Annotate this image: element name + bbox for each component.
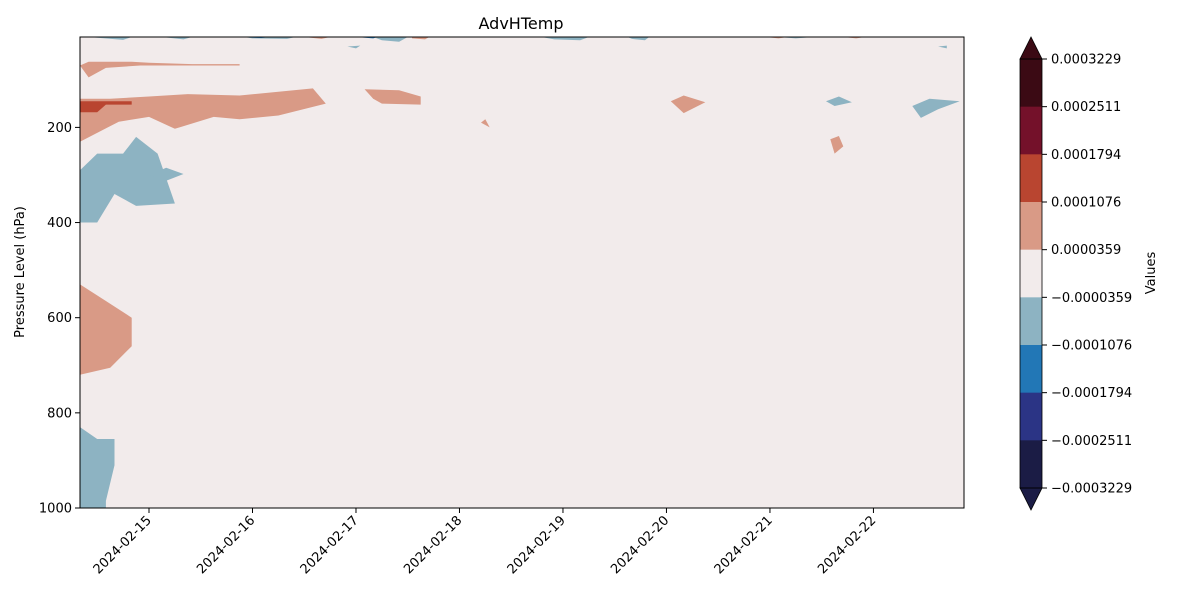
y-tick-label: 800 [47, 406, 72, 421]
x-tick-label: 2024-02-17 [298, 513, 362, 577]
region-cold-blob-02-21 [826, 96, 852, 106]
y-axis-label: Pressure Level (hPa) [13, 206, 28, 338]
region-warm-mid-left [80, 284, 132, 375]
region-cold-bottom-left [80, 427, 115, 508]
region-warm-blob-02-20 [670, 95, 706, 114]
plot-frame [79, 36, 965, 509]
x-tick-label: 2024-02-15 [91, 513, 155, 577]
region-warm-blob-02-17 [364, 89, 421, 105]
region-cold-small-02-15 [149, 167, 184, 181]
plot-area [79, 36, 965, 509]
region-cold-upper-left [80, 136, 175, 223]
x-tick-label: 2024-02-19 [505, 513, 569, 577]
colorbar-tick-label: −0.0001076 [1051, 339, 1132, 354]
region-cold-blob-02-22 [912, 98, 960, 118]
y-tick-label: 400 [47, 216, 72, 231]
colorbar-extend-top [1019, 36, 1043, 60]
colorbar-label: Values [1144, 252, 1159, 295]
region-warm-core [80, 101, 132, 113]
colorbar-tick-label: 0.0000359 [1051, 243, 1121, 258]
region-cold-speck-02-17 [347, 45, 361, 49]
y-tick-label: 200 [47, 121, 72, 136]
colorbar-tick-label: 0.0003229 [1051, 53, 1121, 68]
x-tick-label: 2024-02-16 [194, 513, 258, 577]
colorbar-extend-bottom [1019, 487, 1043, 511]
colorbar-tick-label: 0.0001076 [1051, 196, 1121, 211]
x-tick-label: 2024-02-20 [608, 513, 672, 577]
colorbar-segment [1020, 106, 1042, 155]
colorbar-segment [1020, 440, 1042, 489]
region-cold-top-02-15 [161, 37, 193, 40]
colorbar-frame [1019, 58, 1043, 489]
colorbar-tick-label: 0.0001794 [1051, 148, 1121, 163]
colorbar-segment [1020, 345, 1042, 394]
region-warm-streak-02-21 [830, 136, 844, 154]
contour-regions [80, 37, 960, 508]
region-warm-speck-02-18 [481, 119, 490, 128]
y-tick-label: 600 [47, 311, 72, 326]
x-tick-label: 2024-02-18 [401, 513, 465, 577]
colorbar-segment [1020, 154, 1042, 203]
region-cold-top-02-17 [373, 37, 408, 42]
region-warm-upper-band [80, 88, 326, 142]
chart-title: AdvHTemp [479, 14, 564, 33]
colorbar-segment [1020, 297, 1042, 346]
colorbar-tick-label: −0.0001794 [1051, 386, 1132, 401]
region-cold-top-02-19 [541, 37, 589, 41]
colorbar-tick-label: −0.0003229 [1051, 482, 1132, 497]
region-warm-top-02-17 [412, 37, 430, 40]
colorbar-tick-label: 0.0002511 [1051, 100, 1121, 115]
x-tick-label: 2024-02-21 [712, 513, 776, 577]
region-warm-strip-70 [80, 61, 240, 78]
region-cold-top-02-19b [627, 37, 650, 41]
region-cold-top-02-14 [88, 37, 132, 40]
colorbar-segment [1020, 392, 1042, 441]
colorbar-tick-label: −0.0002511 [1051, 434, 1132, 449]
x-axis: 2024-02-15 2024-02-16 2024-02-17 2024-02-18… [91, 508, 879, 577]
colorbar-tick-label: −0.0000359 [1051, 291, 1132, 306]
region-cold-speck-02-22 [938, 45, 947, 49]
y-tick-label: 1000 [39, 502, 72, 517]
colorbar-segment [1020, 202, 1042, 251]
colorbar-segment [1020, 249, 1042, 298]
colorbar-segment [1020, 59, 1042, 108]
x-tick-label: 2024-02-22 [815, 513, 879, 577]
y-axis: 200 400 600 800 1000 [39, 121, 80, 517]
colorbar: 0.0003229 0.0002511 0.0001794 0.0001076 0.00… [1019, 36, 1132, 511]
